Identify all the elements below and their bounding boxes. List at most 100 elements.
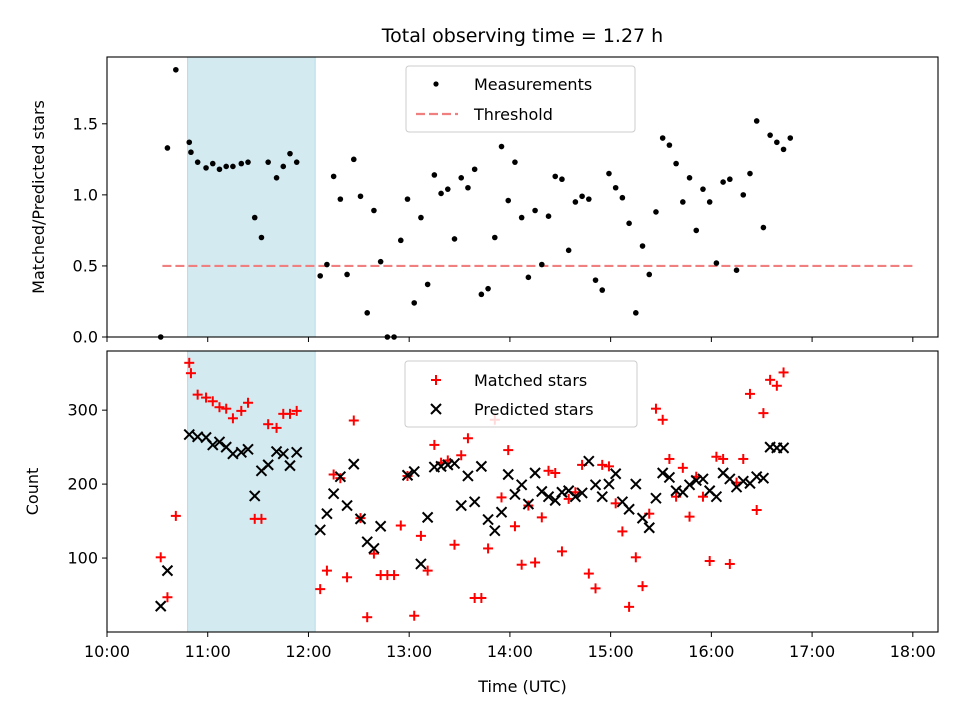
legend-predicted-marker — [430, 403, 442, 415]
data-point — [287, 150, 293, 157]
predicted-point — [596, 490, 608, 503]
data-point — [265, 159, 271, 165]
x-tick-label: 17:00 — [789, 642, 835, 661]
data-point — [579, 193, 585, 200]
predicted-point — [155, 600, 167, 612]
matched-point — [550, 468, 561, 479]
data-point — [599, 287, 606, 293]
data-point — [525, 274, 532, 281]
matched-point — [368, 548, 379, 559]
matched-point — [738, 453, 749, 464]
data-point — [245, 159, 251, 165]
predicted-point — [670, 485, 682, 497]
x-tick-label: 10:00 — [84, 642, 130, 661]
data-point — [478, 291, 485, 298]
predicted-point — [589, 479, 602, 491]
predicted-point — [556, 486, 568, 498]
data-point — [680, 199, 686, 205]
predicted-point — [408, 465, 420, 478]
x-tick-label: 18:00 — [890, 642, 936, 661]
matched-point — [496, 492, 507, 503]
data-point — [612, 184, 619, 191]
predicted-point — [536, 485, 548, 498]
legend-threshold-label: Threshold — [473, 105, 553, 124]
data-point — [350, 156, 357, 163]
legend-matched-marker — [431, 375, 441, 385]
predicted-point — [368, 542, 380, 555]
data-point — [451, 236, 458, 242]
data-point — [293, 159, 300, 165]
predicted-point — [656, 467, 669, 479]
bottom-y-axis-label: Count — [23, 468, 42, 516]
data-point — [753, 118, 760, 124]
matched-point — [243, 397, 254, 408]
data-point — [203, 165, 209, 171]
data-point — [686, 175, 693, 181]
predicted-point — [468, 496, 481, 508]
matched-point — [771, 380, 782, 391]
predicted-point — [314, 524, 326, 536]
predicted-point — [509, 488, 521, 501]
matched-point — [630, 552, 641, 563]
predicted-point — [750, 471, 763, 483]
matched-point — [483, 543, 494, 554]
data-point — [173, 66, 179, 73]
data-point — [639, 243, 646, 249]
y-tick-label: 1.5 — [73, 114, 98, 133]
predicted-point — [549, 494, 561, 507]
legend-predicted-label: Predicted stars — [474, 400, 594, 419]
matched-point — [342, 572, 353, 583]
predicted-point — [569, 490, 582, 503]
data-point — [324, 261, 330, 268]
data-point — [209, 160, 216, 167]
data-point — [164, 145, 171, 151]
data-point — [411, 300, 418, 306]
ratio-panel: 0.0 0.5 1.0 1.5 Total observing time = 1.27… — [29, 25, 939, 347]
data-point — [216, 166, 223, 173]
predicted-point — [270, 445, 283, 458]
predicted-point — [663, 471, 676, 484]
matched-point — [677, 462, 688, 473]
matched-point — [617, 526, 628, 537]
matched-point — [395, 520, 406, 531]
data-point — [774, 139, 780, 146]
matched-point — [697, 491, 708, 502]
predicted-point — [455, 499, 467, 512]
data-point — [760, 224, 767, 231]
data-point — [364, 310, 371, 316]
legend-measurements-label: Measurements — [474, 75, 592, 94]
x-axis-label: Time (UTC) — [477, 677, 566, 696]
predicted-point — [515, 479, 528, 491]
chart-title: Total observing time = 1.27 h — [381, 25, 663, 47]
predicted-point — [609, 468, 622, 480]
matched-point — [271, 422, 282, 433]
matched-point — [684, 511, 695, 522]
bottom-legend-box — [404, 360, 638, 428]
matched-point — [263, 419, 274, 430]
x-tick-label: 15:00 — [588, 642, 634, 661]
data-point — [186, 139, 193, 146]
x-tick-label: 12:00 — [285, 642, 331, 661]
predicted-point — [502, 468, 514, 481]
predicted-point — [448, 457, 461, 470]
y-tick-label: 1.0 — [73, 185, 98, 204]
predicted-point — [183, 428, 195, 441]
predicted-point — [643, 522, 655, 534]
data-point — [344, 271, 350, 278]
data-point — [458, 175, 465, 181]
matched-point — [704, 556, 715, 567]
data-point — [357, 193, 364, 200]
matched-point — [227, 413, 238, 424]
data-point — [619, 194, 626, 201]
matched-point — [758, 408, 769, 419]
predicted-point — [421, 511, 434, 524]
data-point — [727, 176, 733, 183]
predicted-point — [522, 498, 535, 510]
predicted-point — [636, 512, 649, 524]
predicted-point — [327, 488, 340, 500]
matched-point — [192, 389, 203, 400]
y-tick-label: 0.0 — [73, 328, 98, 347]
predicted-point — [623, 503, 635, 515]
matched-point — [449, 539, 460, 550]
